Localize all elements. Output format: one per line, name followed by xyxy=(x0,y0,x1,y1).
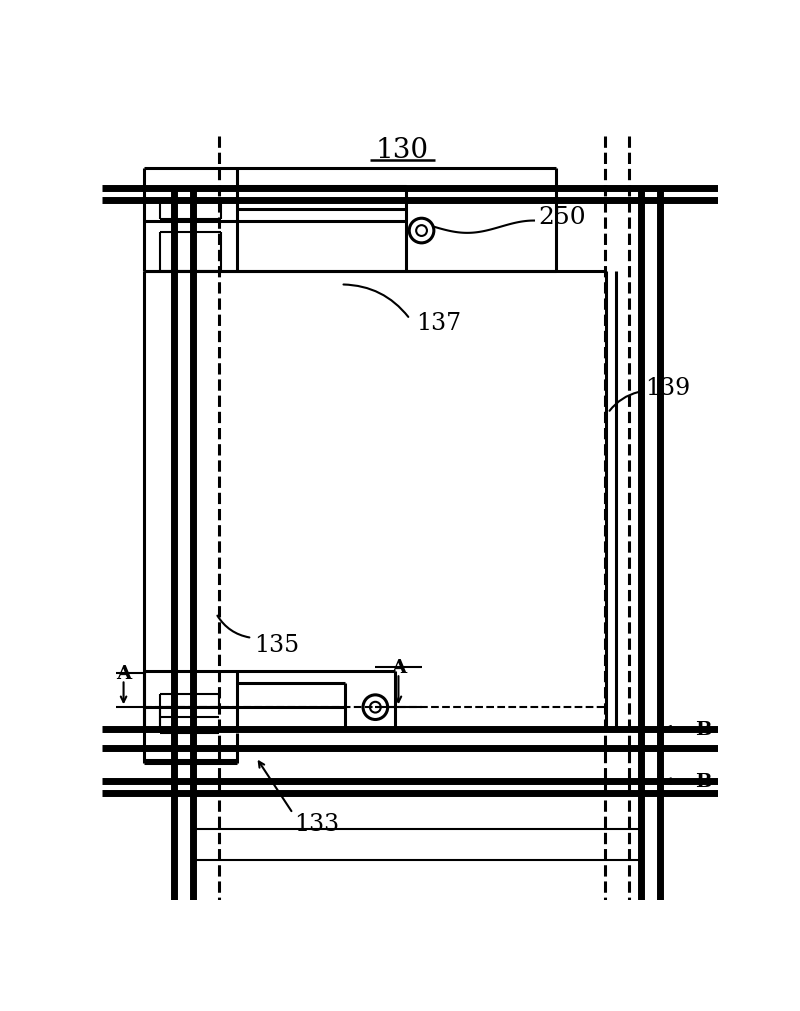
Text: A: A xyxy=(116,664,131,682)
Text: B: B xyxy=(695,772,711,791)
Text: 130: 130 xyxy=(376,137,429,164)
Text: 137: 137 xyxy=(416,312,462,335)
Text: 133: 133 xyxy=(294,812,340,835)
Text: 139: 139 xyxy=(645,377,690,399)
Text: A: A xyxy=(391,658,406,676)
Text: 250: 250 xyxy=(538,206,586,228)
Text: 135: 135 xyxy=(254,633,299,656)
Text: B: B xyxy=(695,720,711,738)
